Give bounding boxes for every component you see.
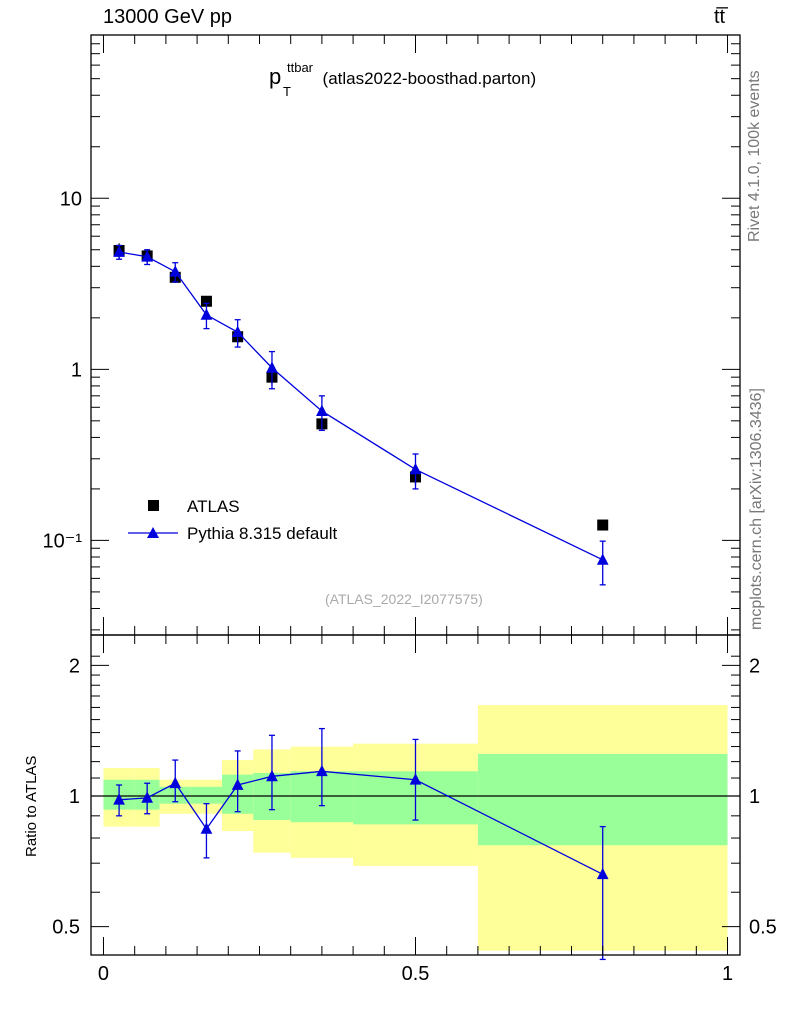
ratio-point [231,778,244,790]
main-y-tick-label: 10 [60,188,82,210]
title-subscript: T [283,84,291,99]
ratio-point [113,793,125,805]
ratio-y-tick-label-left: 1 [69,786,80,808]
ratio-y-tick-label-right: 2 [749,655,760,677]
pythia-point [113,245,125,257]
legend-pythia-marker [147,527,159,538]
axis-tick-labels: 10 1 10⁻¹ 2 2 1 1 0.5 0.5 0 0.5 1 [43,188,777,985]
pythia-point [141,250,154,262]
pythia-point [316,404,328,416]
pythia-point [266,361,278,373]
main-y-tick-label: 1 [71,359,82,381]
pythia-point [596,553,609,565]
process-label: tt̅ [714,6,726,28]
main-series [113,243,609,586]
rivet-version-label: Rivet 4.1.0, 100k events [746,70,763,242]
ratio-y-tick-label-left: 2 [69,655,80,677]
ratio-point [266,769,278,782]
legend-pythia-label: Pythia 8.315 default [187,524,338,543]
ratio-point [316,764,328,777]
title-superscript: ttbar [287,60,314,75]
axis-ticks [91,34,740,955]
main-frame [90,34,741,636]
ratio-point [169,776,182,789]
ratio-band-inner-3 [190,786,223,804]
ratio-point [200,822,213,834]
ratio-point [409,773,422,785]
legend: ATLAS Pythia 8.315 default [128,497,338,543]
x-tick-label: 1 [722,963,733,985]
legend-atlas-marker [148,500,159,511]
ratio-point [141,791,154,803]
ratio-axis-label: Ratio to ATLAS [23,755,40,857]
pythia-point [231,325,244,338]
atlas-point [200,295,212,307]
ratio-y-tick-label-right: 0.5 [749,917,777,939]
plot-title: p ttbar T (atlas2022-boosthad.parton) [269,60,537,99]
analysis-watermark: (ATLAS_2022_I2077575) [325,591,483,607]
collision-energy-label: 13000 GeV pp [103,6,232,28]
ratio-y-tick-label-left: 0.5 [52,917,80,939]
pythia-point [409,462,422,475]
main-y-tick-label: 10⁻¹ [43,530,83,552]
legend-atlas-label: ATLAS [187,497,240,516]
mcplots-label: mcplots.cern.ch [arXiv:1306.3436] [748,388,765,630]
pythia-point [169,265,182,277]
ratio-point [596,867,609,880]
pythia-point [200,308,213,320]
ratio-series [113,727,609,961]
title-analysis: (atlas2022-boosthad.parton) [322,69,537,88]
title-main: p [269,64,282,89]
ratio-y-tick-label-right: 1 [749,786,760,808]
atlas-point [597,519,609,531]
x-tick-label: 0 [98,963,109,985]
x-tick-label: 0.5 [402,963,430,985]
